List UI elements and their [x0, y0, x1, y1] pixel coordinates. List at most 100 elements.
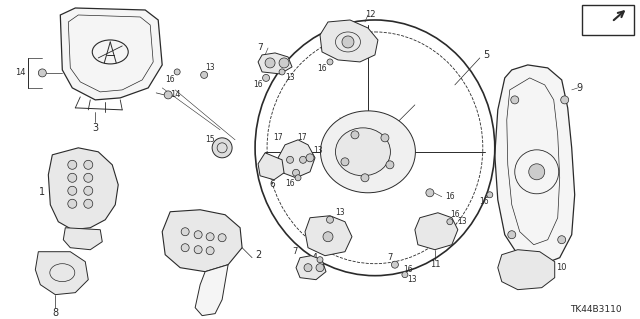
Text: 16: 16 — [268, 163, 277, 172]
Text: 11: 11 — [429, 260, 440, 269]
Text: 13: 13 — [285, 73, 295, 82]
Text: 16: 16 — [253, 80, 263, 89]
Circle shape — [287, 156, 294, 163]
Circle shape — [194, 231, 202, 239]
Circle shape — [317, 257, 323, 263]
Circle shape — [68, 186, 77, 195]
Circle shape — [342, 36, 354, 48]
Circle shape — [386, 161, 394, 169]
Text: 16: 16 — [285, 179, 295, 188]
Circle shape — [304, 264, 312, 272]
Circle shape — [206, 233, 214, 241]
Circle shape — [181, 244, 189, 252]
Circle shape — [218, 234, 226, 242]
Circle shape — [557, 236, 566, 244]
Circle shape — [508, 231, 516, 239]
Text: 10: 10 — [556, 263, 567, 272]
Polygon shape — [258, 53, 292, 74]
Polygon shape — [498, 250, 555, 290]
Circle shape — [84, 199, 93, 208]
Circle shape — [292, 169, 300, 176]
Text: 16: 16 — [317, 64, 327, 73]
Text: 7: 7 — [292, 247, 298, 256]
Circle shape — [174, 69, 180, 75]
Ellipse shape — [335, 128, 390, 176]
Text: 12: 12 — [365, 11, 375, 19]
Circle shape — [68, 173, 77, 182]
Polygon shape — [35, 252, 88, 295]
Circle shape — [181, 228, 189, 236]
Text: 8: 8 — [52, 308, 58, 318]
FancyBboxPatch shape — [582, 5, 634, 35]
Circle shape — [279, 58, 289, 68]
Text: 13: 13 — [335, 208, 345, 217]
Text: FR.: FR. — [586, 17, 606, 27]
Text: 16: 16 — [403, 265, 413, 274]
Text: 13: 13 — [313, 146, 323, 155]
Text: 14: 14 — [170, 90, 180, 100]
Text: 16: 16 — [307, 262, 317, 271]
Circle shape — [38, 69, 46, 77]
Circle shape — [194, 246, 202, 254]
Polygon shape — [415, 213, 458, 250]
Circle shape — [295, 175, 301, 181]
Text: 15: 15 — [205, 135, 215, 144]
Circle shape — [487, 192, 493, 198]
Text: 3: 3 — [92, 123, 99, 133]
Circle shape — [361, 174, 369, 182]
Circle shape — [529, 164, 545, 180]
Circle shape — [392, 261, 399, 268]
Circle shape — [306, 154, 314, 162]
Text: 13: 13 — [457, 217, 467, 226]
Polygon shape — [63, 228, 102, 250]
Circle shape — [426, 189, 434, 197]
Circle shape — [84, 173, 93, 182]
Polygon shape — [495, 65, 575, 265]
Text: 14: 14 — [15, 68, 26, 78]
Text: 16: 16 — [450, 210, 460, 219]
Text: 16: 16 — [165, 75, 175, 85]
Polygon shape — [162, 210, 242, 272]
Circle shape — [201, 71, 207, 78]
Circle shape — [323, 232, 333, 242]
Ellipse shape — [321, 111, 415, 193]
Circle shape — [327, 59, 333, 65]
Polygon shape — [296, 256, 326, 280]
Text: 13: 13 — [205, 63, 215, 72]
Polygon shape — [305, 216, 352, 256]
Circle shape — [279, 69, 285, 75]
Circle shape — [381, 134, 389, 142]
Circle shape — [341, 158, 349, 166]
Polygon shape — [195, 265, 228, 315]
Text: 7: 7 — [387, 253, 392, 262]
Circle shape — [212, 138, 232, 158]
Circle shape — [447, 219, 453, 225]
Polygon shape — [258, 153, 284, 180]
Polygon shape — [60, 8, 162, 100]
Text: 4: 4 — [312, 253, 318, 263]
Text: 6: 6 — [269, 180, 275, 189]
Text: 16: 16 — [445, 192, 454, 201]
Circle shape — [511, 96, 519, 104]
Text: 13: 13 — [407, 275, 417, 284]
Circle shape — [68, 199, 77, 208]
Text: 17: 17 — [297, 133, 307, 142]
Text: 16: 16 — [479, 197, 488, 206]
Circle shape — [326, 216, 333, 223]
Circle shape — [402, 272, 408, 278]
Circle shape — [84, 160, 93, 169]
Text: 9: 9 — [577, 83, 583, 93]
Circle shape — [84, 186, 93, 195]
Circle shape — [206, 247, 214, 255]
Circle shape — [265, 58, 275, 68]
Circle shape — [351, 131, 359, 139]
Circle shape — [316, 264, 324, 272]
Text: 5: 5 — [484, 50, 490, 60]
Circle shape — [561, 96, 569, 104]
Circle shape — [262, 74, 269, 81]
Polygon shape — [320, 20, 378, 62]
Text: TK44B3110: TK44B3110 — [570, 305, 621, 314]
Text: 2: 2 — [255, 250, 261, 260]
Polygon shape — [278, 140, 315, 178]
Text: 7: 7 — [257, 43, 263, 52]
